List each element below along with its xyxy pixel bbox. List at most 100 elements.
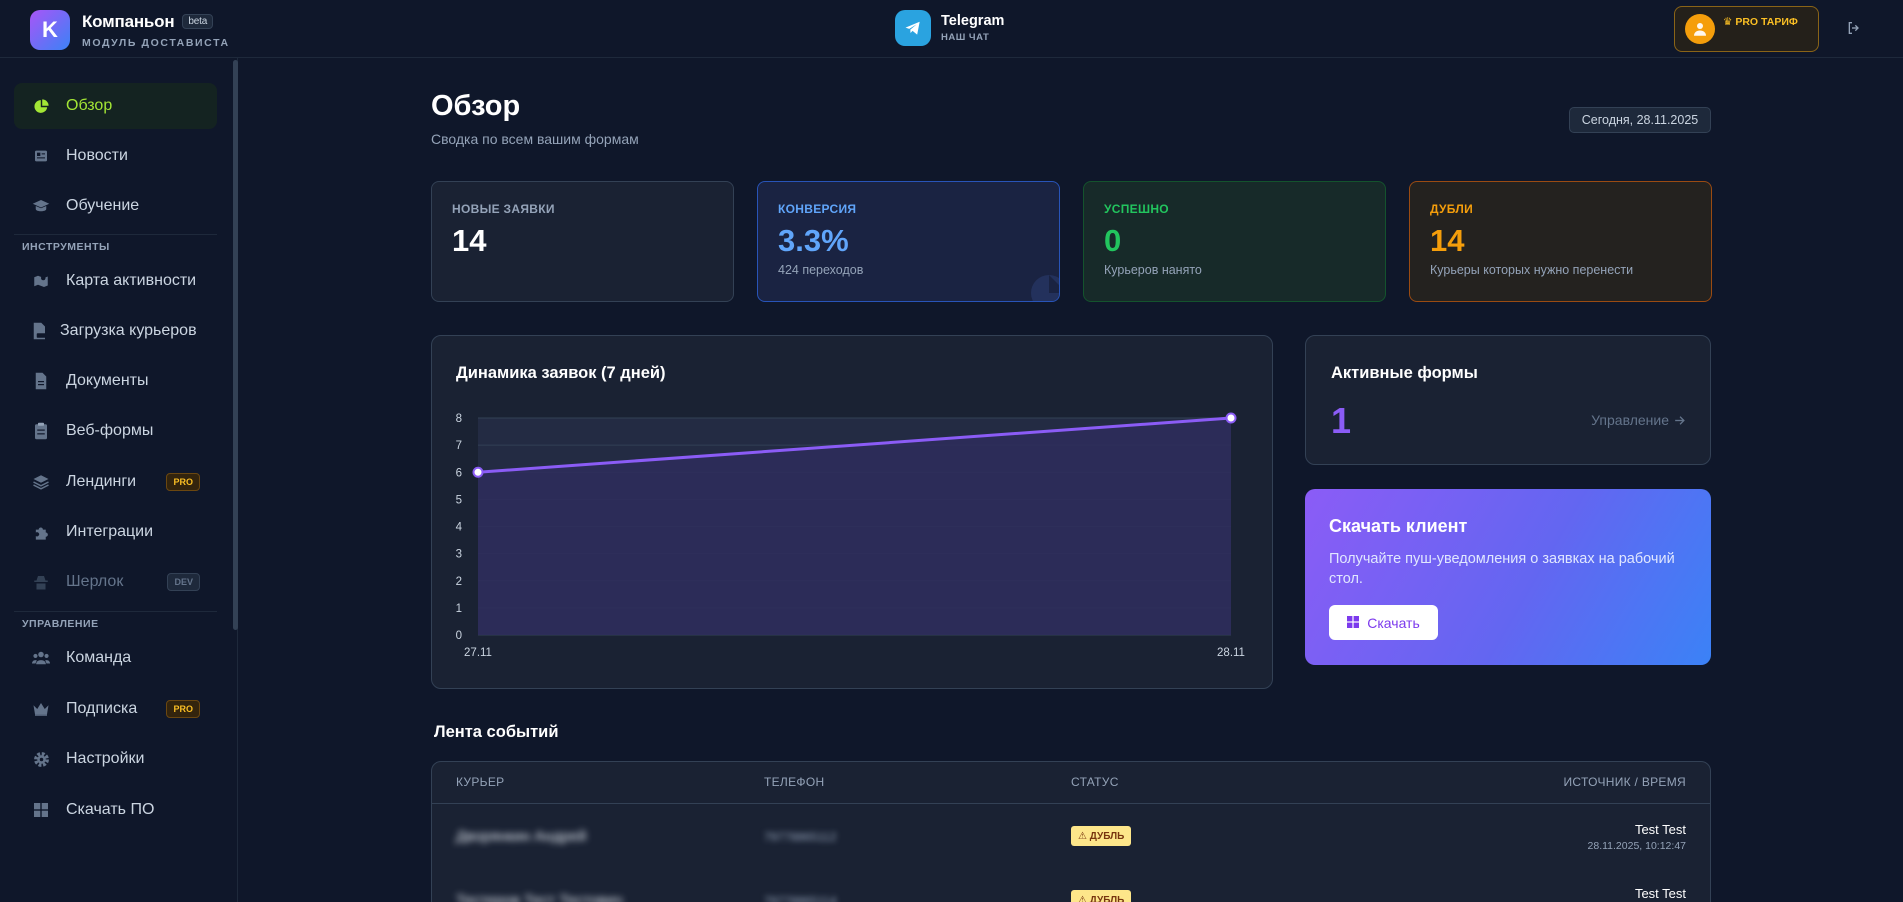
- pie-chart-icon: [32, 97, 50, 115]
- event-feed-table: КУРЬЕР ТЕЛЕФОН СТАТУС ИСТОЧНИК / ВРЕМЯ Д…: [431, 761, 1711, 902]
- page-title: Обзор: [431, 90, 521, 122]
- download-client-card: Скачать клиент Получайте пуш-уведомления…: [1305, 489, 1711, 665]
- csv-file-icon: [30, 322, 48, 340]
- stat-card-success: УСПЕШНО 0 Курьеров нанято: [1083, 181, 1386, 302]
- telegram-title: Telegram: [941, 13, 1005, 29]
- pie-watermark-icon: [1031, 275, 1059, 301]
- sidebar-item-overview[interactable]: Обзор: [14, 83, 217, 129]
- stat-card-new-requests: НОВЫЕ ЗАЯВКИ 14: [431, 181, 734, 302]
- download-button-label: Скачать: [1367, 614, 1420, 631]
- stat-value: 14: [1430, 223, 1465, 258]
- sidebar-item-label: Карта активности: [66, 272, 197, 289]
- map-icon: [32, 272, 50, 290]
- active-forms-title: Активные формы: [1331, 364, 1478, 382]
- top-bar: K Компаньон beta МОДУЛЬ ДОСТАВИСТА Teleg…: [0, 0, 1903, 58]
- sidebar-item-settings[interactable]: Настройки: [14, 736, 217, 782]
- stat-label: ДУБЛИ: [1430, 202, 1474, 216]
- brand-logo: K: [30, 10, 70, 50]
- sidebar-item-label: Лендинги: [66, 473, 137, 490]
- column-header-source-time: ИСТОЧНИК / ВРЕМЯ: [1563, 775, 1686, 789]
- telegram-icon: [895, 10, 931, 46]
- sidebar-item-team[interactable]: Команда: [14, 635, 217, 681]
- avatar: [1685, 14, 1715, 44]
- divider: [432, 803, 1710, 804]
- column-header-phone: ТЕЛЕФОН: [764, 775, 825, 789]
- data-point: [472, 466, 484, 478]
- telegram-subtitle: НАШ ЧАТ: [941, 32, 990, 43]
- column-header-status: СТАТУС: [1071, 775, 1119, 789]
- sidebar-item-landings[interactable]: Лендинги PRO: [14, 459, 217, 505]
- stat-label: УСПЕШНО: [1104, 202, 1169, 216]
- sidebar-item-download-software[interactable]: Скачать ПО: [14, 787, 217, 833]
- dev-badge: DEV: [167, 573, 200, 591]
- sidebar-item-subscription[interactable]: Подписка PRO: [14, 686, 217, 732]
- pro-plan-button[interactable]: ♛ PRO ТАРИФ: [1674, 6, 1819, 52]
- sidebar-scrollbar[interactable]: [233, 60, 238, 630]
- series-line: [477, 416, 1232, 474]
- arrow-right-icon: [1675, 415, 1685, 425]
- sidebar-item-label: Подписка: [66, 700, 138, 717]
- brand-subtitle: МОДУЛЬ ДОСТАВИСТА: [82, 36, 230, 49]
- section-manage-heading: УПРАВЛЕНИЕ: [22, 618, 99, 630]
- sidebar-item-label: Команда: [66, 649, 132, 666]
- stat-card-conversion: КОНВЕРСИЯ 3.3% 424 переходов: [757, 181, 1060, 302]
- y-tick-label: 8: [456, 413, 462, 425]
- page-subtitle: Сводка по всем вашим формам: [431, 131, 639, 147]
- telegram-chat-link[interactable]: Telegram НАШ ЧАТ: [895, 10, 1004, 46]
- courier-name: Тестеров Тест Тестович: [456, 892, 623, 902]
- sidebar: Обзор Новости Обучение ИНСТРУМЕНТЫ Карта…: [0, 58, 238, 902]
- detective-icon: [32, 573, 50, 591]
- sidebar-item-label: Обучение: [66, 197, 140, 214]
- series-area: [478, 418, 1231, 635]
- sidebar-item-documents[interactable]: Документы: [14, 358, 217, 404]
- logout-icon[interactable]: [1846, 20, 1862, 41]
- sidebar-item-integrations[interactable]: Интеграции: [14, 509, 217, 555]
- sidebar-item-sherlock[interactable]: Шерлок DEV: [14, 559, 217, 605]
- newspaper-icon: [32, 147, 50, 165]
- sidebar-item-learning[interactable]: Обучение: [14, 183, 217, 229]
- stat-note: Курьеры которых нужно перенести: [1430, 263, 1634, 277]
- graduation-cap-icon: [32, 197, 50, 215]
- y-tick-label: 4: [456, 522, 463, 534]
- sidebar-item-label: Скачать ПО: [66, 801, 155, 818]
- event-feed-title: Лента событий: [434, 723, 559, 741]
- stat-label: КОНВЕРСИЯ: [778, 202, 857, 216]
- crown-icon: [32, 700, 50, 718]
- sidebar-item-label: Веб-формы: [66, 422, 154, 439]
- sidebar-item-web-forms[interactable]: Веб-формы: [14, 408, 217, 454]
- table-row[interactable]: Тестеров Тест Тестович 79778865114 ⚠ ДУБ…: [432, 868, 1710, 902]
- pro-badge: PRO: [166, 473, 200, 491]
- sidebar-item-courier-upload[interactable]: Загрузка курьеров: [14, 308, 217, 354]
- event-time: 28.11.2025, 10:12:47: [1587, 840, 1686, 852]
- pro-plan-label: ♛ PRO ТАРИФ: [1723, 16, 1798, 28]
- courier-phone: 79778865114: [764, 894, 837, 902]
- requests-chart: 0 1 2 3 4 5 6 7 8 27.11 28.11: [456, 412, 1245, 659]
- gear-icon: [32, 750, 50, 768]
- stat-note: Курьеров нанято: [1104, 263, 1202, 277]
- y-tick-label: 5: [456, 494, 462, 506]
- sidebar-item-activity-map[interactable]: Карта активности: [14, 258, 217, 304]
- manage-forms-link[interactable]: Управление: [1591, 412, 1686, 428]
- y-tick-label: 2: [456, 576, 462, 588]
- download-description: Получайте пуш-уведомления о заявках на р…: [1329, 551, 1675, 587]
- chart-title: Динамика заявок (7 дней): [456, 364, 666, 382]
- sidebar-item-label: Настройки: [66, 750, 145, 767]
- divider: [14, 611, 217, 612]
- clipboard-icon: [32, 422, 50, 440]
- date-badge: Сегодня, 28.11.2025: [1569, 107, 1711, 133]
- brand[interactable]: K Компаньон beta МОДУЛЬ ДОСТАВИСТА: [30, 10, 230, 50]
- brand-title: Компаньон: [82, 11, 175, 31]
- active-forms-card: Активные формы 1 Управление: [1305, 335, 1711, 465]
- windows-icon: [32, 801, 50, 819]
- column-header-courier: КУРЬЕР: [456, 775, 505, 789]
- table-row[interactable]: Дворянкин Андрей 79778865112 ⚠ ДУБЛЬ Tes…: [432, 804, 1710, 868]
- manage-forms-label: Управление: [1591, 412, 1669, 428]
- windows-icon: [1347, 615, 1360, 631]
- stat-value: 14: [452, 223, 487, 258]
- y-tick-label: 3: [456, 549, 462, 561]
- download-button[interactable]: Скачать: [1329, 605, 1438, 640]
- requests-chart-card: Динамика заявок (7 дней) 0 1 2 3 4 5 6 7 8 27.11 2…: [431, 335, 1273, 689]
- sidebar-item-news[interactable]: Новости: [14, 133, 217, 179]
- beta-badge: beta: [182, 14, 214, 29]
- courier-phone: 79778865112: [764, 830, 837, 844]
